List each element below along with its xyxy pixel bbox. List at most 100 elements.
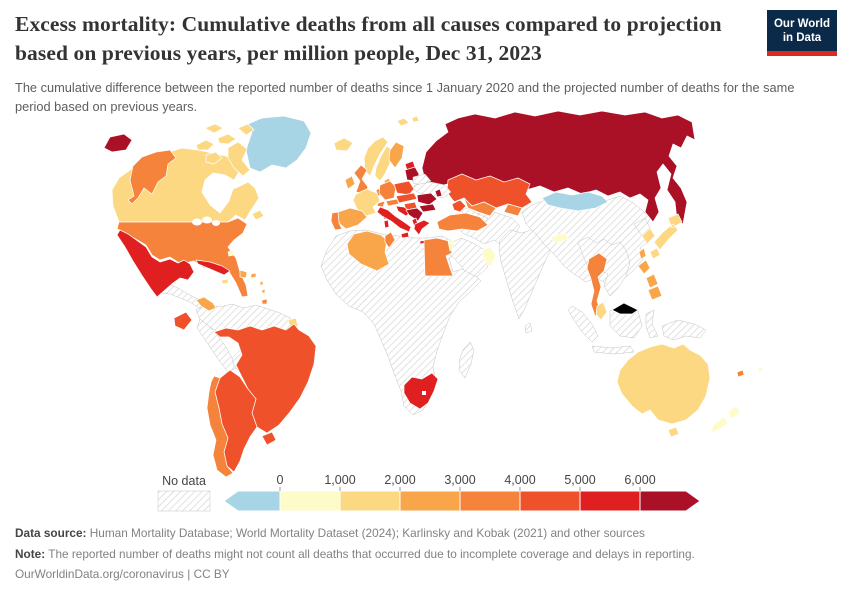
arctic-island-4[interactable] bbox=[237, 123, 255, 136]
country-java[interactable] bbox=[591, 345, 635, 355]
country-ireland[interactable] bbox=[344, 175, 356, 190]
country-greenland[interactable] bbox=[245, 115, 312, 173]
region-arabia[interactable] bbox=[446, 237, 492, 278]
country-oman-uae[interactable] bbox=[481, 246, 497, 267]
country-israel[interactable] bbox=[447, 237, 455, 252]
legend-segment-5000-6000[interactable] bbox=[579, 490, 641, 512]
country-caucasus[interactable] bbox=[451, 199, 467, 213]
country-portugal[interactable] bbox=[330, 211, 343, 231]
footer: Data source: Human Mortality Database; W… bbox=[15, 523, 835, 585]
country-brazil[interactable] bbox=[213, 323, 317, 434]
country-puerto-rico[interactable] bbox=[250, 272, 257, 279]
country-sulawesi[interactable] bbox=[645, 309, 659, 339]
country-uk[interactable] bbox=[353, 164, 369, 195]
country-mongolia[interactable] bbox=[541, 191, 609, 212]
great-lakes-2 bbox=[202, 216, 212, 224]
country-france[interactable] bbox=[352, 188, 381, 217]
legend-segment-3000-4000[interactable] bbox=[459, 490, 521, 512]
country-taiwan[interactable] bbox=[638, 247, 647, 260]
legend-tick-6000: 6,000 bbox=[624, 473, 655, 487]
owid-logo[interactable]: Our World in Data bbox=[767, 10, 837, 56]
country-sicily[interactable] bbox=[400, 231, 410, 239]
newfoundland[interactable] bbox=[251, 209, 265, 221]
country-poland[interactable] bbox=[393, 180, 415, 196]
country-algeria[interactable] bbox=[346, 230, 390, 272]
country-tunisia[interactable] bbox=[384, 231, 396, 249]
country-finland[interactable] bbox=[388, 141, 405, 169]
legend-segment-above-6000[interactable] bbox=[639, 490, 701, 512]
country-spain[interactable] bbox=[337, 207, 368, 230]
country-mexico[interactable] bbox=[116, 229, 195, 298]
legend-segment-2000-3000[interactable] bbox=[399, 490, 461, 512]
country-malaysia[interactable] bbox=[595, 301, 608, 321]
legend-tick-1000: 1,000 bbox=[324, 473, 355, 487]
country-sumatra[interactable] bbox=[567, 305, 599, 343]
country-dominican-republic[interactable] bbox=[239, 269, 248, 279]
country-alaska[interactable] bbox=[127, 149, 177, 205]
country-fiji[interactable] bbox=[757, 366, 764, 373]
country-czech-slovakia[interactable] bbox=[395, 192, 418, 204]
note-text: The reported number of deaths might not … bbox=[48, 546, 695, 561]
country-ecuador[interactable] bbox=[173, 311, 193, 331]
country-costa-rica-panama[interactable] bbox=[195, 296, 217, 312]
country-bahamas[interactable] bbox=[227, 249, 235, 257]
country-trinidad[interactable] bbox=[261, 298, 268, 305]
country-greece[interactable] bbox=[413, 219, 431, 236]
owid-logo-line2: in Data bbox=[782, 32, 822, 44]
country-australia[interactable] bbox=[616, 343, 711, 425]
country-kazakhstan[interactable] bbox=[446, 173, 533, 209]
arctic-island-3[interactable] bbox=[204, 123, 224, 134]
legend-segment-1000-2000[interactable] bbox=[339, 490, 401, 512]
country-south-korea[interactable] bbox=[641, 227, 656, 245]
country-sweden[interactable] bbox=[374, 145, 394, 182]
owid-link[interactable]: OurWorldinData.org/coronavirus bbox=[15, 567, 184, 581]
arctic-island-victoria[interactable] bbox=[205, 151, 223, 165]
country-moldova[interactable] bbox=[434, 188, 443, 198]
country-austria[interactable] bbox=[385, 198, 400, 207]
country-serbia-balkans[interactable] bbox=[405, 207, 424, 222]
country-tasmania[interactable] bbox=[667, 426, 680, 438]
country-italy[interactable] bbox=[376, 206, 412, 233]
no-data-swatch[interactable] bbox=[157, 490, 211, 512]
country-jamaica[interactable] bbox=[221, 278, 229, 285]
country-uruguay[interactable] bbox=[261, 431, 277, 446]
arctic-island-baffin[interactable] bbox=[227, 141, 251, 177]
country-new-guinea[interactable] bbox=[661, 319, 707, 341]
arctic-island-1[interactable] bbox=[195, 139, 215, 151]
country-madagascar[interactable] bbox=[458, 341, 475, 379]
country-switzerland[interactable] bbox=[376, 200, 386, 208]
country-east-malaysia[interactable] bbox=[611, 302, 639, 315]
country-antilles[interactable] bbox=[259, 280, 266, 294]
legend-segment-0-1000[interactable] bbox=[279, 490, 341, 512]
country-romania[interactable] bbox=[416, 192, 438, 206]
country-sri-lanka[interactable] bbox=[524, 322, 533, 334]
country-turkey[interactable] bbox=[436, 212, 489, 232]
country-russia-chukotka[interactable] bbox=[103, 133, 133, 153]
country-philippines[interactable] bbox=[637, 259, 663, 301]
country-bulgaria[interactable] bbox=[418, 203, 437, 213]
legend-tick-4000: 4,000 bbox=[504, 473, 535, 487]
country-new-caledonia[interactable] bbox=[736, 369, 745, 378]
country-nepal[interactable] bbox=[550, 232, 570, 244]
country-germany[interactable] bbox=[378, 180, 397, 201]
country-svalbard[interactable] bbox=[396, 115, 420, 127]
country-kyrgyzstan[interactable] bbox=[503, 203, 523, 217]
great-lakes-3 bbox=[212, 220, 220, 226]
country-iceland[interactable] bbox=[333, 137, 354, 152]
country-egypt[interactable] bbox=[423, 237, 454, 277]
country-chile[interactable] bbox=[206, 375, 234, 478]
legend-segment-4000-5000[interactable] bbox=[519, 490, 581, 512]
country-sardinia[interactable] bbox=[383, 219, 390, 229]
country-japan[interactable] bbox=[649, 213, 683, 260]
country-south-africa[interactable] bbox=[403, 372, 439, 410]
country-usa[interactable] bbox=[116, 217, 249, 298]
arctic-island-2[interactable] bbox=[217, 133, 237, 145]
country-new-zealand[interactable] bbox=[709, 405, 741, 435]
country-cuba[interactable] bbox=[195, 259, 231, 276]
country-norway[interactable] bbox=[363, 136, 389, 177]
legend-segment-below-0[interactable] bbox=[223, 490, 281, 512]
no-data-label: No data bbox=[162, 474, 206, 488]
license-label[interactable]: CC BY bbox=[193, 567, 230, 581]
country-uzbekistan[interactable] bbox=[463, 197, 497, 217]
